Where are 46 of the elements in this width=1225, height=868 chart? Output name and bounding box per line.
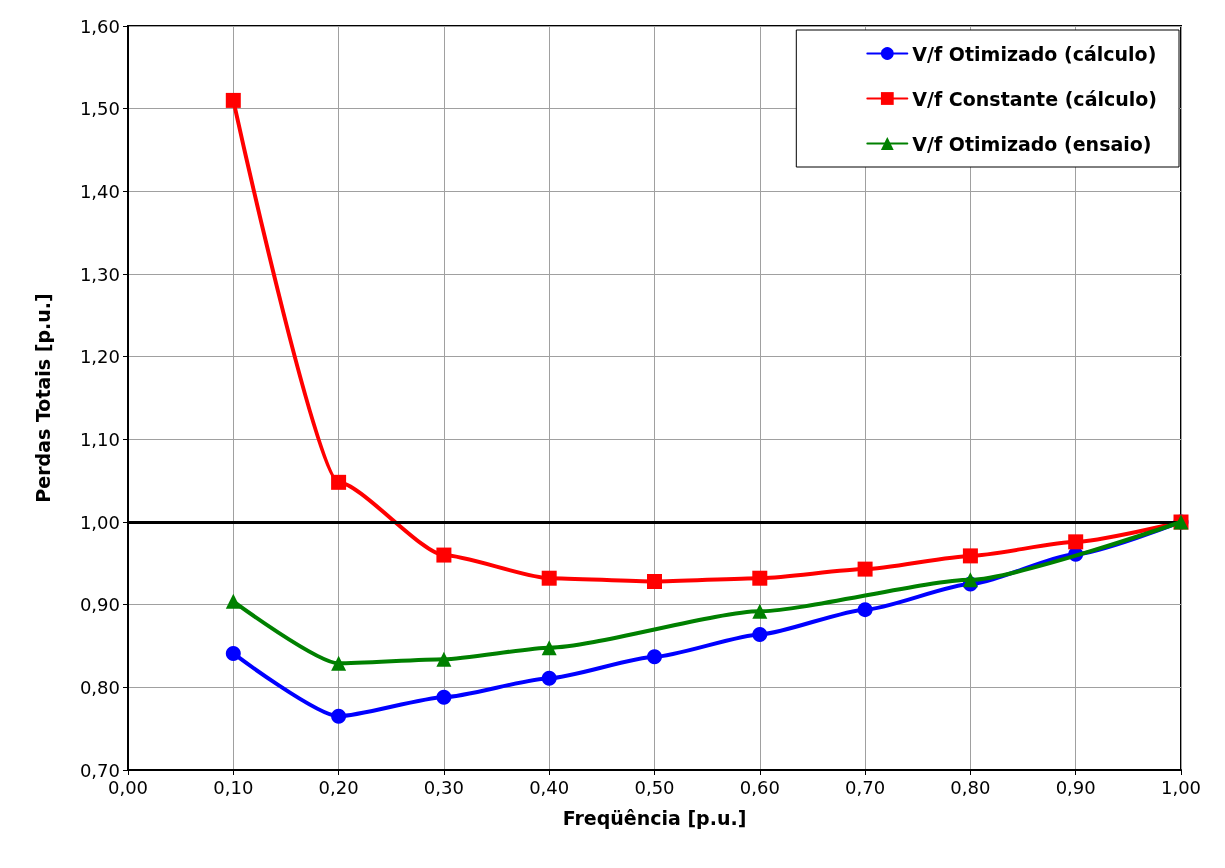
y-tick-label: 1,50 — [79, 98, 120, 120]
point — [752, 603, 768, 619]
y-tick-label: 0,80 — [79, 676, 120, 698]
point — [436, 651, 452, 667]
x-tick-label: 0,30 — [423, 776, 464, 798]
point — [647, 649, 662, 665]
point — [541, 640, 557, 656]
point — [331, 708, 347, 724]
point — [225, 92, 241, 108]
point — [331, 474, 347, 490]
x-tick-label: 0,90 — [1055, 776, 1096, 798]
y-tick-label: 1,30 — [79, 263, 120, 285]
point — [436, 689, 452, 705]
point — [541, 670, 557, 686]
y-tick-label: 1,40 — [79, 180, 120, 202]
x-tick-label: 0,10 — [213, 776, 254, 798]
x-tick-label: 0,40 — [529, 776, 570, 798]
x-tick-label: 1,00 — [1160, 776, 1202, 798]
x-tick-label: 0,50 — [634, 776, 675, 798]
y-tick-label: 1,60 — [79, 15, 120, 37]
point — [962, 572, 978, 588]
point — [962, 548, 978, 564]
point — [647, 574, 662, 590]
x-tick-label: 0,60 — [739, 776, 780, 798]
point — [857, 561, 873, 577]
x-axis-title: Freqüência [p.u.] — [562, 806, 747, 829]
y-tick-label: 0,90 — [79, 594, 120, 616]
point — [857, 602, 873, 618]
y-tick-label: 1,10 — [79, 428, 120, 450]
point — [541, 570, 557, 586]
legend-label: V/f Otimizado (cálculo) — [912, 42, 1157, 65]
point — [1068, 534, 1084, 550]
y-axis-title: Perdas Totais [p.u.] — [31, 293, 54, 503]
legend-label: V/f Constante (cálculo) — [912, 87, 1158, 110]
legend-label: V/f Otimizado (ensaio) — [912, 132, 1152, 155]
point — [752, 570, 768, 586]
point — [225, 645, 241, 661]
x-tick-label: 0,70 — [845, 776, 886, 798]
point — [225, 593, 241, 609]
y-tick-label: 1,20 — [79, 346, 120, 368]
x-tick-label: 0,80 — [950, 776, 991, 798]
x-tick-label: 0,20 — [318, 776, 359, 798]
point — [752, 626, 768, 642]
point — [331, 655, 347, 671]
point — [436, 547, 452, 563]
y-tick-label: 1,00 — [79, 511, 120, 533]
